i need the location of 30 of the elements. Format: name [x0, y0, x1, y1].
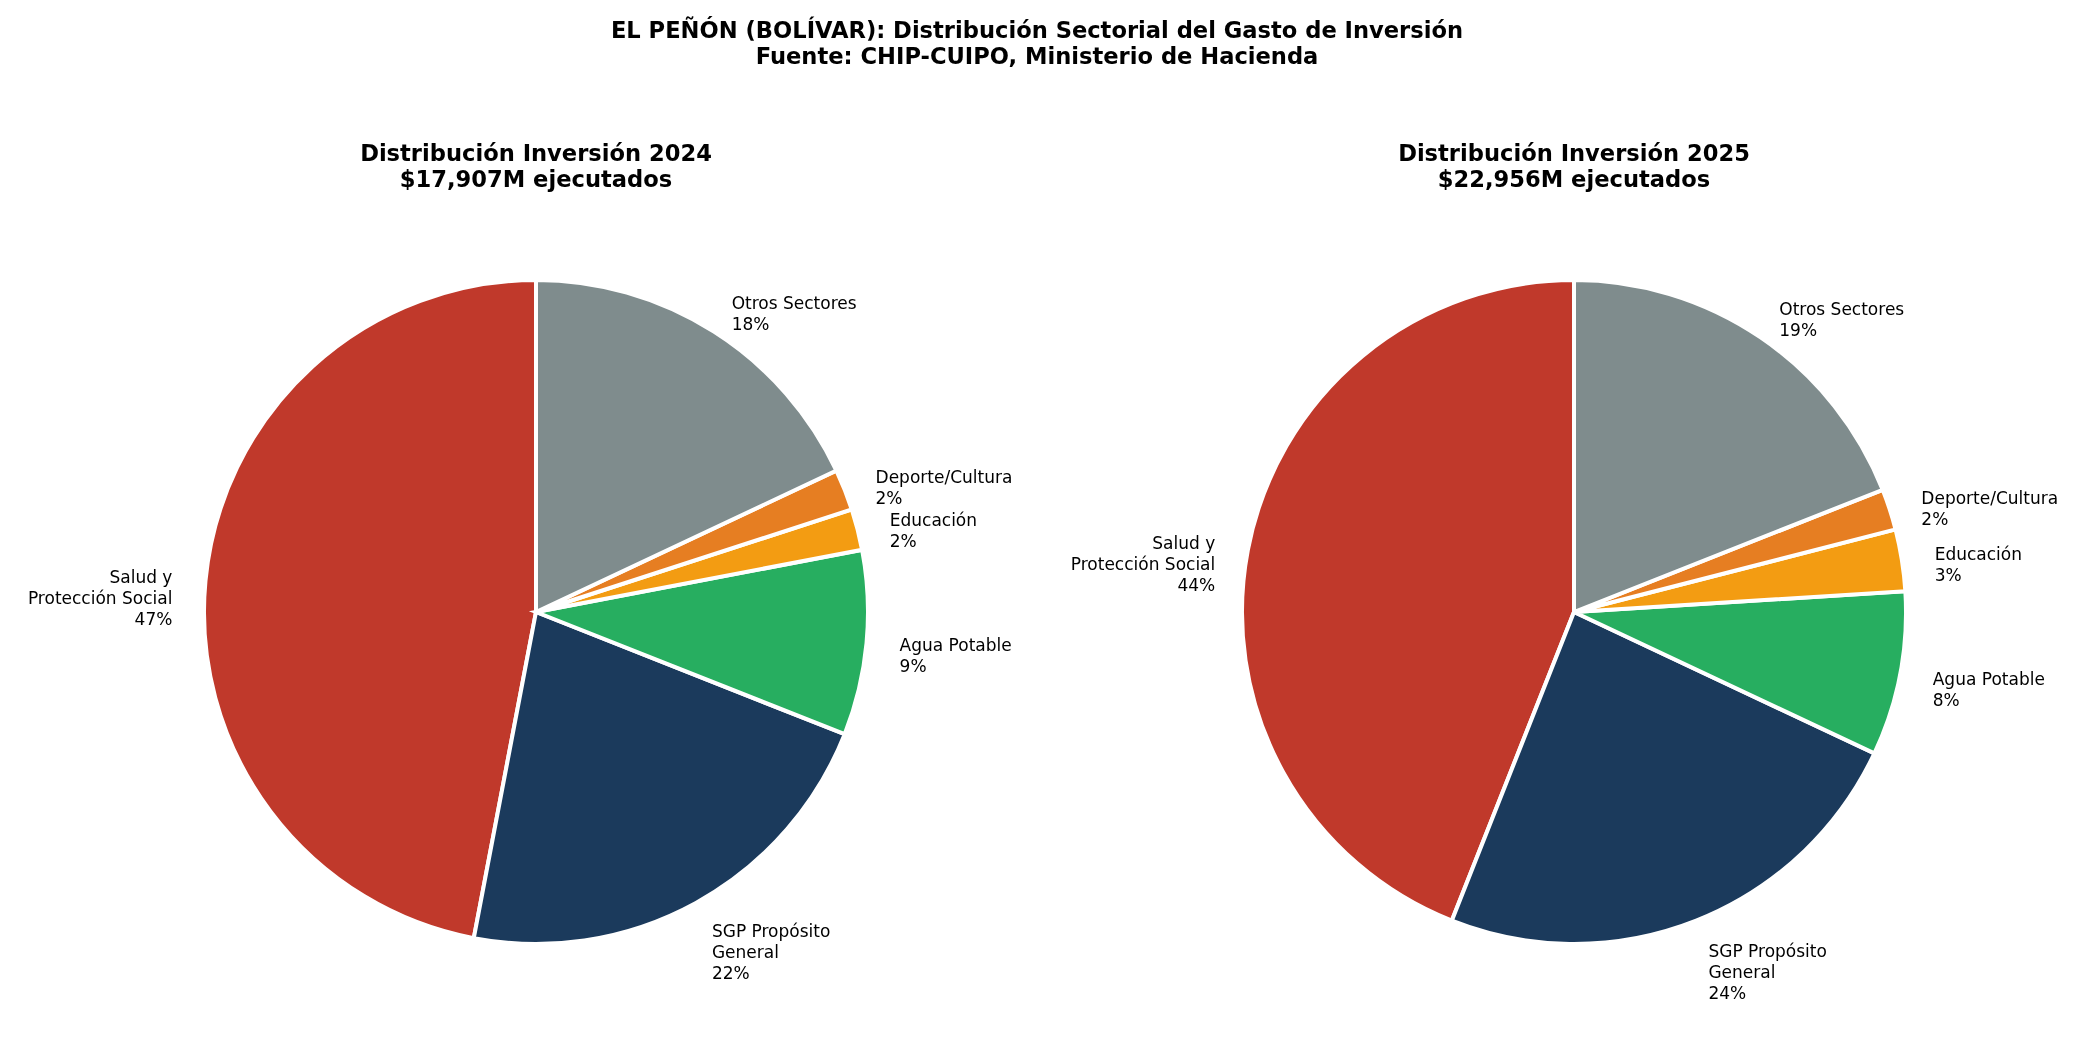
- chart-subtitle: $22,956M ejecutados: [1437, 166, 1711, 193]
- chart-subtitle: $17,907M ejecutados: [399, 166, 673, 193]
- data-label: 2%: [875, 487, 903, 508]
- slice-label: Otros Sectores: [731, 292, 857, 313]
- slice-label: Deporte/Cultura: [1921, 488, 2059, 509]
- slice-label: Deporte/Cultura: [875, 466, 1013, 487]
- chart-title: Distribución Inversión 2025: [1398, 139, 1750, 166]
- slice-label: Agua Potable: [1932, 669, 2045, 690]
- slice-label: Educación: [889, 510, 978, 531]
- data-label: 18%: [731, 313, 770, 334]
- data-label: 19%: [1779, 319, 1818, 340]
- data-label: 9%: [899, 656, 927, 677]
- slice-label: SGP Propósito General: [1708, 940, 1827, 982]
- data-label: 8%: [1932, 690, 1960, 711]
- chart-title: Distribución Inversión 2024: [360, 139, 712, 166]
- slice-label: Otros Sectores: [1779, 298, 1905, 319]
- text: EL PEÑÓN (BOLÍVAR): Distribución Sectorial del Gasto de Inversión: [610, 15, 1464, 43]
- data-label: 2%: [889, 531, 917, 552]
- slice-label: Educación: [1934, 543, 2023, 564]
- source-note: Fuente: CHIP-CUIPO, Ministerio de Hacienda: [755, 43, 1319, 70]
- data-label: 47%: [134, 608, 173, 629]
- data-label: 24%: [1708, 982, 1747, 1003]
- slice-label: Salud y Protección Social: [1070, 532, 1216, 574]
- data-label: 44%: [1177, 574, 1216, 595]
- data-label: 22%: [711, 963, 750, 984]
- slice-label: Salud y Protección Social: [27, 566, 173, 608]
- data-label: 3%: [1934, 564, 1962, 585]
- slice-label: SGP Propósito General: [711, 921, 831, 963]
- data-label: 2%: [1921, 509, 1949, 530]
- slice-label: Agua Potable: [899, 635, 1012, 656]
